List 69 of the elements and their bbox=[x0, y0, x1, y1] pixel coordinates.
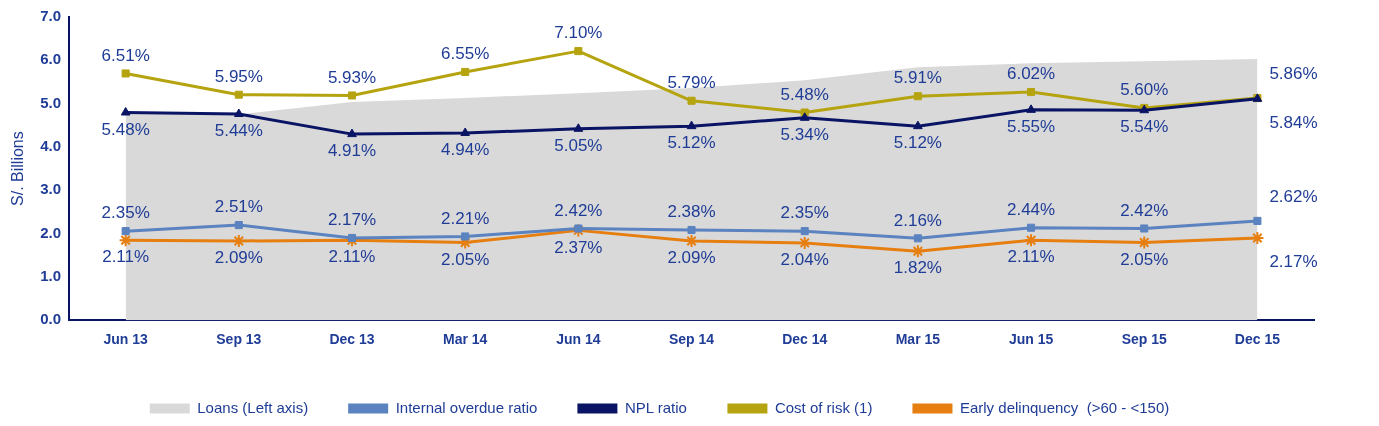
data-label: 1.82% bbox=[893, 258, 942, 278]
data-label: 5.12% bbox=[667, 133, 716, 153]
x-tick-label: Mar 15 bbox=[895, 331, 941, 348]
y-tick-label: 1.0 bbox=[40, 267, 62, 285]
data-label: 5.55% bbox=[1006, 117, 1056, 137]
legend-label: Early delinquency (>60 - <150) bbox=[959, 398, 1170, 416]
data-label: 5.54% bbox=[1120, 117, 1169, 137]
data-label: 2.17% bbox=[1269, 251, 1318, 271]
data-label: 5.84% bbox=[1269, 112, 1318, 132]
data-label: 5.48% bbox=[780, 84, 829, 104]
data-label: 7.10% bbox=[554, 23, 603, 43]
data-label: 2.42% bbox=[554, 200, 603, 220]
x-tick-label: Jun 14 bbox=[556, 331, 601, 348]
data-label: 2.42% bbox=[1120, 200, 1169, 220]
data-label: 6.02% bbox=[1006, 64, 1056, 84]
data-label: 5.12% bbox=[893, 133, 942, 153]
data-label: 4.91% bbox=[327, 141, 377, 161]
data-label: 5.48% bbox=[101, 119, 150, 139]
y-tick-label: 2.0 bbox=[40, 223, 62, 241]
data-label: 2.09% bbox=[667, 248, 716, 268]
x-tick-label: Sep 15 bbox=[1121, 331, 1168, 348]
x-tick-label: Sep 13 bbox=[216, 331, 262, 348]
data-label: 2.17% bbox=[327, 210, 377, 230]
y-tick-label: 4.0 bbox=[40, 137, 62, 155]
y-axis-title: S/. Billions bbox=[9, 131, 27, 206]
data-label: 2.38% bbox=[667, 202, 716, 222]
x-tick-label: Mar 14 bbox=[442, 331, 488, 348]
data-label: 2.16% bbox=[893, 210, 942, 230]
legend-label: NPL ratio bbox=[624, 398, 687, 416]
data-label: 5.91% bbox=[893, 68, 942, 88]
data-label: 5.86% bbox=[1269, 63, 1318, 83]
data-label: 2.09% bbox=[214, 248, 263, 268]
data-label: 5.34% bbox=[780, 125, 829, 144]
data-label: 5.60% bbox=[1120, 80, 1169, 100]
data-label: 2.35% bbox=[780, 203, 829, 223]
legend-label: Cost of risk (1) bbox=[774, 398, 873, 416]
y-tick-label: 7.0 bbox=[40, 7, 62, 25]
legend-label: Loans (Left axis) bbox=[197, 398, 309, 416]
x-tick-label: Sep 14 bbox=[668, 331, 715, 348]
data-label: 5.95% bbox=[214, 66, 263, 86]
data-label: 6.55% bbox=[441, 44, 490, 64]
data-label: 2.62% bbox=[1269, 186, 1318, 206]
legend-label: Internal overdue ratio bbox=[395, 398, 538, 416]
data-label: 2.11% bbox=[328, 247, 376, 267]
data-label: 2.44% bbox=[1006, 199, 1056, 219]
data-label: 2.05% bbox=[441, 249, 490, 269]
y-tick-label: 5.0 bbox=[40, 93, 62, 111]
x-tick-label: Dec 13 bbox=[329, 331, 375, 348]
y-tick-label: 3.0 bbox=[40, 180, 62, 198]
data-label: 2.11% bbox=[102, 247, 150, 267]
x-tick-label: Dec 15 bbox=[1234, 331, 1281, 348]
data-label: 2.35% bbox=[101, 203, 150, 223]
data-label: 2.11% bbox=[1007, 247, 1055, 267]
data-label: 2.21% bbox=[441, 208, 490, 228]
data-label: 2.37% bbox=[554, 237, 603, 257]
y-tick-label: 6.0 bbox=[40, 50, 62, 68]
data-label: 2.04% bbox=[780, 250, 829, 270]
data-label: 6.51% bbox=[101, 45, 150, 65]
x-tick-label: Dec 14 bbox=[782, 331, 828, 348]
data-label: 5.05% bbox=[554, 135, 603, 155]
data-label: 2.51% bbox=[214, 197, 263, 217]
data-label: 5.44% bbox=[214, 121, 263, 141]
y-tick-label: 0.0 bbox=[40, 310, 62, 328]
data-label: 5.79% bbox=[667, 72, 716, 92]
x-tick-label: Jun 15 bbox=[1008, 331, 1054, 348]
data-label: 2.05% bbox=[1120, 249, 1169, 269]
data-label: 4.94% bbox=[441, 140, 490, 160]
data-label: 5.93% bbox=[327, 67, 377, 87]
x-tick-label: Jun 13 bbox=[103, 331, 149, 348]
